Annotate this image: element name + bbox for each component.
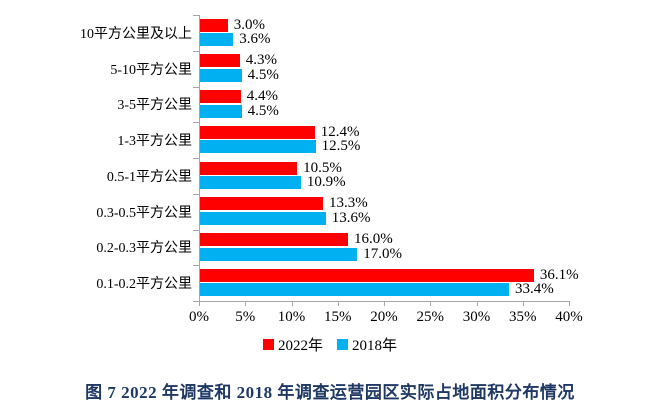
value-label-2022年: 16.0% bbox=[354, 231, 393, 247]
category-label: 0.1-0.2平方公里 bbox=[96, 277, 192, 293]
bar-2022年 bbox=[200, 268, 534, 282]
x-axis-tick bbox=[291, 301, 293, 306]
bar-2018年 bbox=[200, 140, 316, 154]
value-label-2018年: 4.5% bbox=[247, 102, 279, 119]
value-label-2018年: 4.5% bbox=[247, 66, 279, 83]
value-label-2022年: 3.0% bbox=[233, 16, 265, 33]
value-label-2018年: 10.9% bbox=[306, 174, 346, 190]
x-tick-label: 0% bbox=[189, 309, 209, 325]
value-label-2022年: 4.4% bbox=[246, 88, 278, 104]
value-label-2018年: 13.6% bbox=[331, 209, 371, 226]
x-tick-label: 10% bbox=[277, 309, 306, 325]
y-axis-tick bbox=[193, 86, 199, 88]
bar-2018年 bbox=[200, 176, 301, 189]
value-label-2022年: 13.3% bbox=[329, 195, 368, 212]
legend-swatch-icon bbox=[337, 339, 348, 350]
category-label: 0.5-1平方公里 bbox=[106, 169, 192, 185]
y-axis-tick bbox=[193, 301, 199, 302]
legend: 2022年 2018年 bbox=[0, 334, 660, 355]
y-axis-tick bbox=[193, 50, 199, 52]
bar-2022年 bbox=[200, 197, 324, 211]
bar-2022年 bbox=[200, 233, 348, 246]
y-axis-tick bbox=[193, 229, 199, 231]
bar-2018年 bbox=[200, 211, 326, 225]
bar-2018年 bbox=[200, 33, 234, 46]
category-label: 0.2-0.3平方公里 bbox=[96, 241, 192, 257]
y-axis-tick bbox=[193, 15, 199, 16]
legend-item-2022年: 2022年 bbox=[262, 334, 323, 355]
value-label-2022年: 12.4% bbox=[320, 123, 360, 140]
figure-caption: 图 7 2022 年调查和 2018 年调查运营园区实际占地面积分布情况 bbox=[85, 383, 575, 402]
y-axis-tick bbox=[193, 158, 199, 159]
legend-label: 2018年 bbox=[352, 338, 398, 354]
category-label: 3-5平方公里 bbox=[117, 98, 192, 114]
bar-2022年 bbox=[200, 18, 228, 32]
x-tick-label: 20% bbox=[370, 309, 398, 325]
x-axis-tick bbox=[337, 301, 339, 306]
y-axis-tick bbox=[193, 265, 199, 267]
bar-2022年 bbox=[200, 90, 241, 103]
category-label: 5-10平方公里 bbox=[110, 62, 192, 78]
y-axis-tick bbox=[193, 193, 199, 195]
y-axis-tick bbox=[193, 122, 199, 124]
x-tick-label: 40% bbox=[555, 309, 583, 325]
category-label: 1-3平方公里 bbox=[117, 134, 192, 150]
value-label-2022年: 10.5% bbox=[303, 159, 342, 176]
y-axis-line bbox=[199, 15, 200, 301]
value-label-2018年: 17.0% bbox=[363, 245, 402, 262]
bar-2022年 bbox=[200, 54, 240, 68]
x-tick-label: 5% bbox=[235, 309, 256, 325]
value-label-2018年: 33.4% bbox=[514, 281, 554, 298]
value-label-2022年: 4.3% bbox=[245, 52, 278, 69]
bar-2022年 bbox=[200, 161, 298, 175]
x-axis-tick bbox=[384, 301, 385, 306]
x-axis-tick bbox=[430, 301, 432, 306]
x-axis-tick bbox=[522, 301, 524, 306]
value-label-2022年: 36.1% bbox=[539, 266, 579, 283]
x-axis-tick bbox=[245, 301, 247, 306]
legend-item-2018年: 2018年 bbox=[337, 334, 397, 355]
value-label-2018年: 12.5% bbox=[321, 138, 361, 155]
chart: 10平方公里及以上 3.0% 3.6% 5-10平方公里 4.3% 4.5% 3-5平方公里… bbox=[80, 15, 583, 325]
x-axis-tick bbox=[569, 301, 570, 306]
legend-swatch-icon bbox=[262, 339, 274, 350]
value-label-2018年: 3.6% bbox=[239, 31, 271, 47]
bar-2018年 bbox=[200, 104, 242, 118]
bar-2022年 bbox=[200, 125, 315, 139]
x-tick-label: 25% bbox=[416, 309, 445, 325]
x-tick-label: 15% bbox=[324, 309, 352, 325]
x-tick-label: 30% bbox=[462, 309, 491, 325]
x-tick-label: 35% bbox=[509, 309, 537, 325]
category-label: 10平方公里及以上 bbox=[80, 26, 192, 42]
bar-2018年 bbox=[200, 283, 509, 297]
legend-label: 2022年 bbox=[277, 338, 323, 354]
x-axis-tick bbox=[476, 301, 478, 306]
category-label: 0.3-0.5平方公里 bbox=[96, 205, 192, 221]
x-axis-tick bbox=[199, 301, 200, 306]
bar-2018年 bbox=[200, 68, 242, 82]
bar-2018年 bbox=[200, 247, 358, 261]
